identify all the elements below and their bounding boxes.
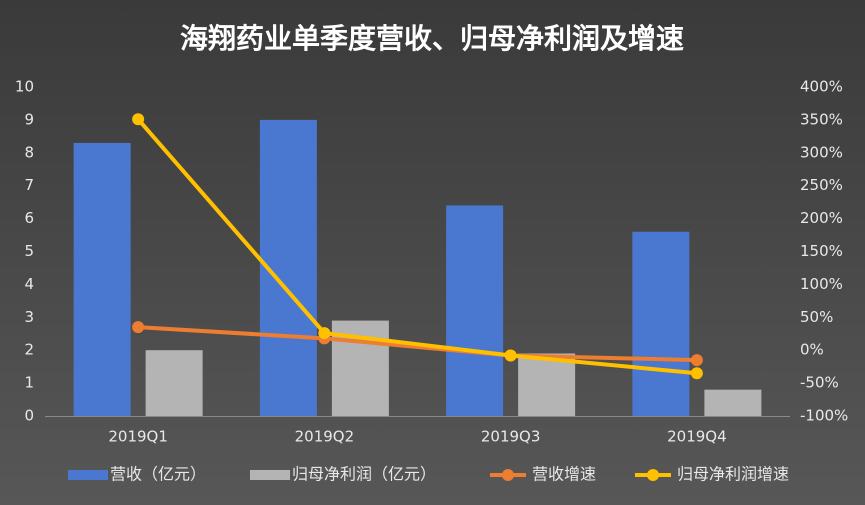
legend-swatch — [68, 470, 108, 480]
legend-label: 营收（亿元） — [110, 465, 206, 484]
y2-tick-label: 100% — [800, 275, 843, 293]
y-tick-label: 4 — [24, 275, 34, 293]
bar — [145, 350, 203, 416]
legend-label: 营收增速 — [532, 465, 596, 484]
line-marker — [504, 349, 517, 362]
legend-label: 归母净利润增速 — [677, 465, 789, 484]
legend-swatch — [502, 469, 514, 481]
y2-tick-label: 400% — [800, 78, 843, 96]
y2-tick-label: 300% — [800, 143, 843, 161]
x-tick-label: 2019Q1 — [108, 428, 168, 446]
line-marker — [132, 113, 145, 126]
y2-tick-label: 200% — [800, 209, 843, 227]
y2-tick-label: 150% — [800, 242, 843, 260]
y-tick-label: 8 — [24, 143, 34, 161]
y2-tick-label: -50% — [800, 374, 839, 392]
y2-tick-label: 250% — [800, 176, 843, 194]
y-tick-label: 9 — [24, 110, 34, 128]
legend-swatch — [250, 470, 290, 480]
y-tick-label: 1 — [24, 374, 34, 392]
y2-tick-label: 0% — [800, 341, 824, 359]
x-tick-label: 2019Q3 — [481, 428, 541, 446]
line — [138, 325, 697, 363]
y-tick-label: 7 — [24, 176, 34, 194]
line-marker — [690, 354, 703, 367]
x-tick-label: 2019Q4 — [667, 428, 727, 446]
y2-tick-label: 50% — [800, 308, 833, 326]
y-tick-label: 2 — [24, 341, 34, 359]
legend-label: 归母净利润（亿元） — [292, 465, 436, 484]
y-tick-label: 3 — [24, 308, 34, 326]
y-tick-label: 5 — [24, 242, 34, 260]
y2-tick-label: 350% — [800, 110, 843, 128]
chart-title: 海翔药业单季度营收、归母净利润及增速 — [180, 22, 684, 55]
y2-tick-label: -100% — [800, 407, 848, 425]
line-marker — [318, 327, 331, 340]
line — [136, 117, 698, 376]
line-marker — [132, 321, 145, 334]
legend-swatch — [647, 469, 659, 481]
bar — [704, 389, 762, 416]
y-tick-label: 10 — [15, 78, 34, 96]
bar — [518, 353, 576, 416]
bar — [446, 205, 504, 416]
line-marker — [690, 367, 703, 380]
bar — [73, 142, 131, 416]
bar — [632, 231, 690, 416]
y-tick-label: 0 — [24, 407, 34, 425]
x-tick-label: 2019Q2 — [295, 428, 355, 446]
y-tick-label: 6 — [24, 209, 34, 227]
